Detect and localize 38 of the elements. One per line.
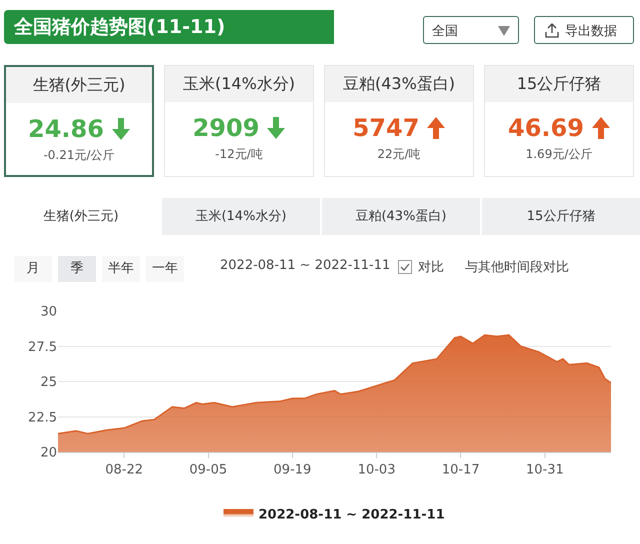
text: 半年 xyxy=(102,256,140,282)
text: 一年 xyxy=(146,256,184,282)
text: 24.86 xyxy=(28,115,104,143)
text: 15公斤仔猪 xyxy=(482,198,640,235)
text: -0.21元/公斤 xyxy=(42,147,116,164)
text: 生猪(外三元) xyxy=(6,67,152,103)
text: 1.69元/公斤 xyxy=(524,146,594,163)
x-tick-label: 08-22 xyxy=(105,462,144,478)
text: 玉米(14%水分) xyxy=(165,66,313,102)
text: 2909 xyxy=(192,114,260,142)
text: 全国 xyxy=(423,16,519,44)
text: 对比 xyxy=(417,259,444,276)
text: -12元/吨 xyxy=(214,146,264,163)
text: 22元/吨 xyxy=(376,146,422,163)
text: 46.69 xyxy=(508,114,584,142)
text: 豆粕(43%蛋白) xyxy=(322,198,480,235)
text: 生猪(外三元) xyxy=(2,198,160,235)
y-tick-label: 27.5 xyxy=(28,340,57,355)
y-tick-label: 30 xyxy=(40,304,57,320)
x-tick-label: 10-03 xyxy=(358,462,396,478)
x-tick-label: 10-17 xyxy=(442,462,480,478)
x-tick-label: 10-31 xyxy=(526,462,564,478)
text: 15公斤仔猪 xyxy=(485,66,633,102)
text: 2022-08-11 ~ 2022-11-11 xyxy=(220,258,390,273)
text: 月 xyxy=(14,256,52,282)
text: 全国猪价趋势图(11-11) xyxy=(4,10,334,44)
text: 豆粕(43%蛋白) xyxy=(325,66,473,102)
legend-label: 2022-08-11 ~ 2022-11-11 xyxy=(258,508,445,523)
text: 玉米(14%水分) xyxy=(162,198,320,235)
text: 季 xyxy=(58,256,96,282)
text: 5747 xyxy=(352,114,420,142)
x-tick-label: 09-19 xyxy=(274,462,312,478)
y-tick-label: 20 xyxy=(40,446,57,461)
x-tick-label: 09-05 xyxy=(189,462,228,478)
text: 导出数据 xyxy=(534,16,634,44)
y-tick-label: 25 xyxy=(40,375,57,390)
text: 与其他时间段对比 xyxy=(465,259,569,276)
y-tick-label: 22.5 xyxy=(28,410,57,426)
